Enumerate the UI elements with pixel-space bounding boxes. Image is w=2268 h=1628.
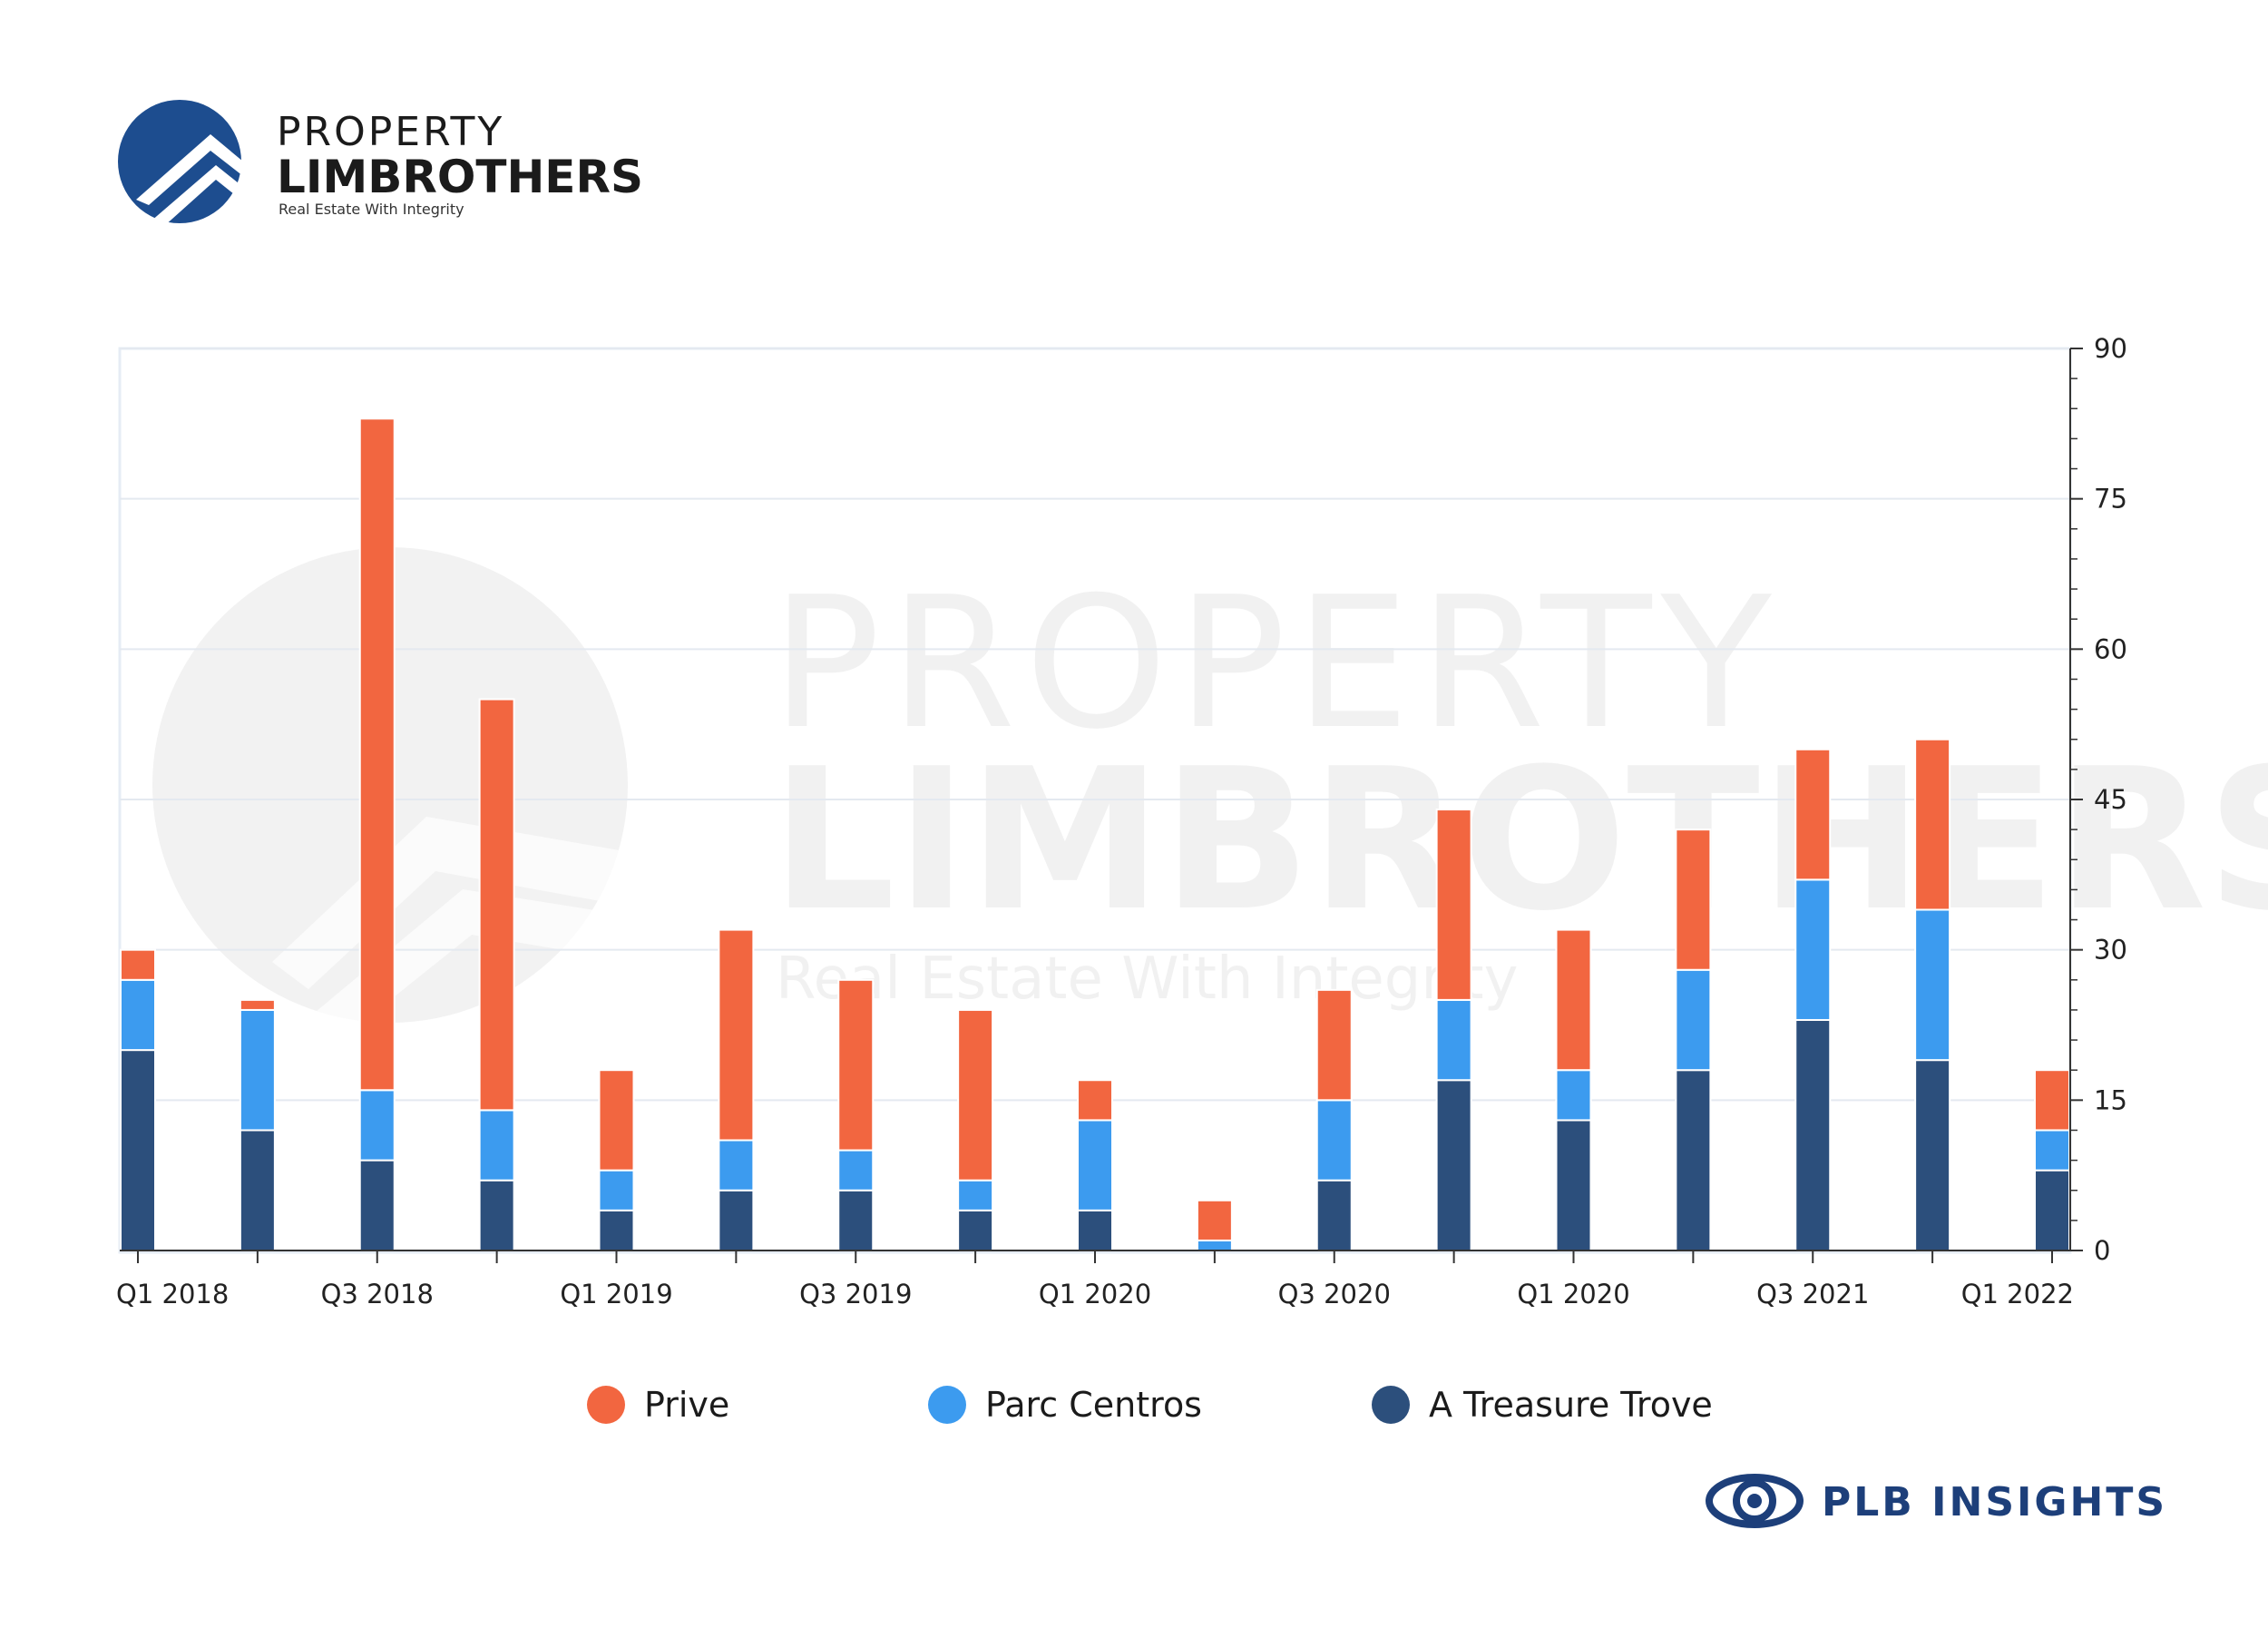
bar-segment — [1675, 968, 1712, 1072]
bar-segment — [120, 978, 156, 1052]
x-tick-label: Q3 2020 — [1278, 1279, 1391, 1309]
y-tick-label: 15 — [2094, 1084, 2127, 1115]
bar-segment — [1077, 1209, 1113, 1252]
bar-segment — [957, 1179, 994, 1211]
bar-segment — [1196, 1199, 1233, 1241]
bar-segment — [837, 1149, 875, 1192]
bar-segment — [478, 698, 515, 1112]
bar-segment — [358, 1159, 396, 1251]
legend-label: A Treasure Trove — [1429, 1385, 1713, 1425]
plot-area: 0 15 30 45 60 75 90 Q1 2018 Q3 2018 Q1 2019 Q3 201… — [116, 333, 2127, 1309]
bar-segment — [239, 1008, 276, 1132]
bar-segment — [1914, 738, 1951, 911]
legend-marker — [928, 1386, 966, 1424]
bar-segment — [957, 1008, 994, 1182]
bar-segment — [2034, 1169, 2070, 1251]
bar-segment — [2034, 1069, 2070, 1132]
bar-segment — [598, 1209, 635, 1252]
bar-segment — [1077, 1079, 1113, 1122]
legend-label: Parc Centros — [985, 1385, 1202, 1425]
bar-segment — [957, 1209, 994, 1252]
bar-segment — [1435, 809, 1472, 1001]
legend: Prive Parc Centros A Treasure Trove — [587, 1385, 1713, 1425]
bar-segment — [1077, 1119, 1113, 1211]
watermark-line3: Real Estate With Integrity — [776, 946, 1518, 1013]
bar-segment — [598, 1169, 635, 1211]
footer-text: PLB INSIGHTS — [1822, 1479, 2167, 1525]
bar-segment — [358, 1089, 396, 1162]
x-tick-label: Q1 2020 — [1039, 1279, 1151, 1309]
bar-segment — [120, 1049, 156, 1251]
bar-segment — [1435, 998, 1472, 1082]
x-tick-label: Q1 2020 — [1517, 1279, 1629, 1309]
bar-segment — [1675, 829, 1712, 971]
watermark-line2: LIMBROTHERS — [771, 726, 2268, 954]
legend-label: Prive — [644, 1385, 729, 1425]
bar-segment — [1914, 908, 1951, 1062]
limbrothers-roof-icon — [118, 100, 243, 227]
bar-segment — [1794, 1018, 1832, 1251]
y-tick-label: 75 — [2094, 484, 2127, 515]
bar-segment — [239, 1129, 276, 1252]
bar-segment — [598, 1069, 635, 1172]
bar-segment — [718, 1139, 755, 1192]
bar-segment — [1794, 878, 1832, 1021]
y-tick-label: 0 — [2094, 1235, 2110, 1266]
legend-marker — [1372, 1386, 1410, 1424]
bar-segment — [1555, 1069, 1592, 1122]
x-tick-label: Q1 2018 — [116, 1279, 229, 1309]
bar-segment — [1914, 1059, 1951, 1251]
y-tick-label: 30 — [2094, 935, 2127, 966]
legend-marker — [587, 1386, 625, 1424]
x-tick-label: Q3 2018 — [321, 1279, 434, 1309]
bar-segment — [1555, 928, 1592, 1072]
bar-segment — [1435, 1079, 1472, 1251]
bar-segment — [239, 998, 276, 1011]
brand-name-line1: PROPERTY — [277, 109, 504, 155]
bar-segment — [718, 1189, 755, 1251]
y-tick-label: 60 — [2094, 633, 2127, 664]
x-tick-label: Q1 2022 — [1961, 1279, 2074, 1309]
x-tick-label: Q3 2021 — [1756, 1279, 1869, 1309]
bar-segment — [837, 978, 875, 1152]
bar-segment — [1315, 1179, 1353, 1251]
bar-segment — [1315, 1099, 1353, 1182]
bar-segment — [2034, 1129, 2070, 1172]
bar-segment — [120, 948, 156, 981]
bar-segment — [1555, 1119, 1592, 1252]
bars — [120, 417, 2070, 1252]
bar-segment — [718, 928, 755, 1142]
brand-header: PROPERTY LIMBROTHERS Real Estate With In… — [118, 100, 643, 227]
gridlines — [120, 348, 2070, 1102]
bar-segment — [358, 417, 396, 1092]
bar-segment — [1794, 748, 1832, 881]
brand-tagline: Real Estate With Integrity — [279, 201, 464, 218]
watermark-line1: PROPERTY — [771, 558, 1781, 770]
axes: 0 15 30 45 60 75 90 Q1 2018 Q3 2018 Q1 2019 Q3 201… — [116, 333, 2127, 1309]
watermark: PROPERTY LIMBROTHERS Real Estate With In… — [152, 547, 2268, 1044]
y-tick-label: 45 — [2094, 784, 2127, 815]
bar-segment — [1315, 988, 1353, 1102]
brand-name-line2: LIMBROTHERS — [277, 151, 643, 203]
bar-segment — [1196, 1239, 1233, 1252]
x-tick-label: Q3 2019 — [799, 1279, 912, 1309]
y-tick-label: 90 — [2094, 333, 2127, 364]
bar-segment — [478, 1109, 515, 1182]
x-tick-label: Q1 2019 — [560, 1279, 672, 1309]
eye-icon — [1706, 1474, 1804, 1528]
footer-brand: PLB INSIGHTS — [1706, 1474, 2167, 1528]
bar-segment — [478, 1179, 515, 1251]
bar-segment — [1675, 1069, 1712, 1251]
bar-segment — [837, 1189, 875, 1251]
